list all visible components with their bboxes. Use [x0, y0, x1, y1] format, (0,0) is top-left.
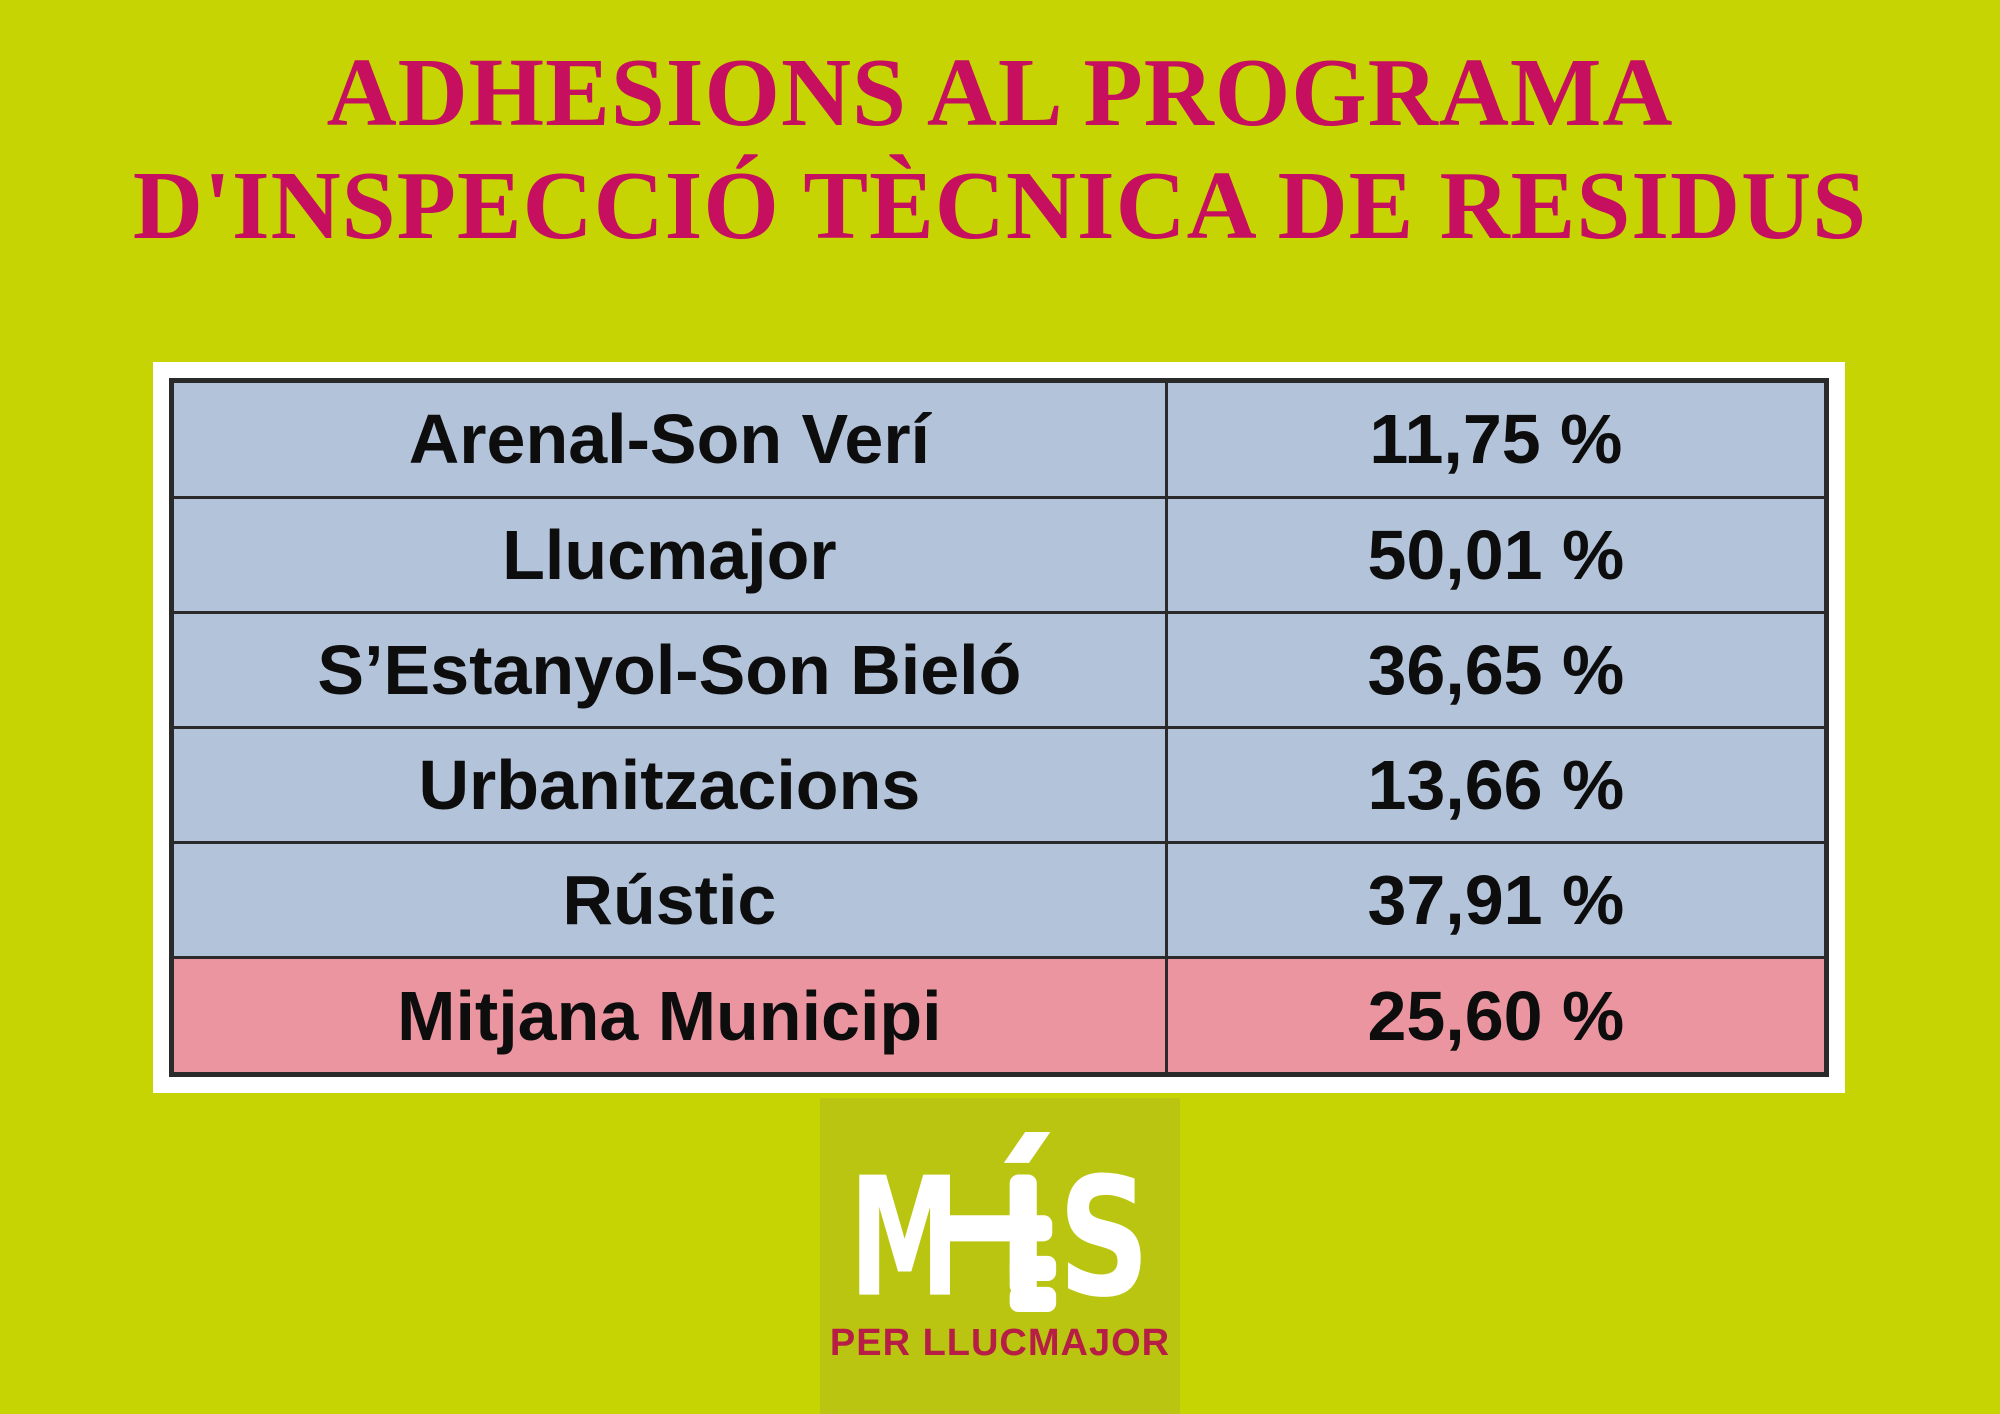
row-value: 50,01 %: [1164, 495, 1829, 614]
table-row: Urbanitzacions 13,66 %: [170, 725, 1829, 845]
logo-letter-s: S: [1058, 1142, 1150, 1314]
mes-wordmark: M S: [849, 1131, 1150, 1314]
logo-tagline: PER LLUCMAJOR: [829, 1322, 1171, 1364]
table-row: Arenal-Son Verí 11,75 %: [170, 379, 1829, 499]
row-label: S’Estanyol-Son Bieló: [170, 610, 1168, 729]
page-title-line1: ADHESIONS AL PROGRAMA: [326, 39, 1674, 146]
row-value: 36,65 %: [1164, 610, 1829, 729]
logo-plus-crossbar: [930, 1215, 1053, 1242]
table-row: S’Estanyol-Son Bieló 36,65 %: [170, 610, 1829, 729]
row-value: 25,60 %: [1164, 956, 1829, 1076]
adhesions-table-panel: Arenal-Son Verí 11,75 % Llucmajor 50,01 …: [153, 362, 1845, 1093]
row-value: 11,75 %: [1164, 379, 1829, 499]
row-label: Mitjana Municipi: [170, 956, 1168, 1076]
adhesions-table: Arenal-Son Verí 11,75 % Llucmajor 50,01 …: [169, 378, 1829, 1077]
page-title-line2: D'INSPECCIÓ TÈCNICA DE RESIDUS: [132, 152, 1868, 259]
table-row: Llucmajor 50,01 %: [170, 495, 1829, 614]
table-row-highlight-average: Mitjana Municipi 25,60 %: [170, 956, 1829, 1076]
page-title: ADHESIONS AL PROGRAMA D'INSPECCIÓ TÈCNIC…: [0, 36, 2000, 262]
row-label: Rústic: [170, 841, 1168, 960]
row-label: Arenal-Son Verí: [170, 379, 1168, 499]
row-value: 13,66 %: [1164, 725, 1829, 845]
row-label: Llucmajor: [170, 495, 1168, 614]
logo-e-middle-bar: [1009, 1255, 1057, 1282]
mes-logo: M S PER LLUCMAJOR: [820, 1098, 1180, 1414]
row-value: 37,91 %: [1164, 841, 1829, 960]
logo-e-bottom-bar: [1009, 1286, 1057, 1312]
row-label: Urbanitzacions: [170, 725, 1168, 845]
logo-accent-icon: [1003, 1131, 1051, 1163]
table-row: Rústic 37,91 %: [170, 841, 1829, 960]
